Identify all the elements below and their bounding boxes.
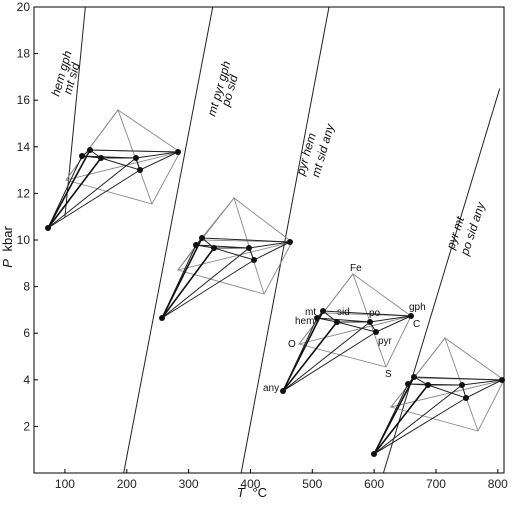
- x-axis-title: T °C: [237, 485, 267, 500]
- y-tick-label: 14: [17, 140, 31, 154]
- x-axis-unit: °C: [252, 485, 267, 500]
- reaction-line-4: [382, 88, 501, 474]
- y-tick-label: 4: [23, 373, 30, 387]
- label-hem: hem: [295, 316, 314, 327]
- plot-frame: [33, 6, 505, 474]
- reaction-line-3: [240, 6, 330, 474]
- tetrahedron-2: [159, 196, 293, 321]
- label-mt: mt: [305, 307, 316, 318]
- reaction-lines: [64, 6, 501, 474]
- x-tick-label: 400: [240, 477, 260, 491]
- y-tick-label: 18: [17, 47, 31, 61]
- reaction-line-2: [123, 6, 214, 474]
- label-o: O: [288, 339, 296, 350]
- x-tick-label: 800: [488, 477, 508, 491]
- y-tick-label: 6: [23, 326, 30, 340]
- label-po: po: [369, 308, 381, 319]
- x-tick-label: 700: [426, 477, 446, 491]
- y-tick-label: 10: [17, 233, 31, 247]
- y-tick-label: 2: [23, 419, 30, 433]
- x-tick-label: 600: [364, 477, 384, 491]
- label-any: any: [263, 383, 279, 394]
- label-s: S: [385, 369, 392, 380]
- y-axis-ticks: 2 4 6 8 10 12 14 16 18 20: [17, 0, 38, 433]
- label-fe: Fe: [350, 263, 362, 274]
- label-sid: sid: [337, 307, 350, 318]
- label-c: C: [413, 319, 420, 330]
- tetrahedron-1: [45, 108, 181, 231]
- x-axis-ticks: 100 200 300 400 500 600 700 800: [55, 469, 508, 491]
- y-axis-symbol: P: [0, 259, 15, 268]
- x-tick-label: 100: [55, 477, 75, 491]
- x-tick-label: 500: [302, 477, 322, 491]
- y-axis-unit: kbar: [0, 226, 15, 252]
- y-tick-label: 8: [23, 280, 30, 294]
- y-tick-label: 20: [17, 0, 31, 14]
- label-pyr: pyr: [378, 336, 393, 347]
- y-tick-label: 12: [17, 186, 31, 200]
- x-axis-symbol: T: [237, 485, 246, 500]
- tetrahedron-3: Fe mt sid po gph hem C O pyr S any: [263, 263, 426, 394]
- y-axis-title: P kbar: [0, 226, 15, 268]
- reaction-line-1: [64, 6, 86, 217]
- y-tick-label: 16: [17, 93, 31, 107]
- tetrahedron-4: [371, 336, 505, 457]
- x-tick-label: 300: [179, 477, 199, 491]
- label-gph: gph: [409, 302, 426, 313]
- x-tick-label: 200: [117, 477, 137, 491]
